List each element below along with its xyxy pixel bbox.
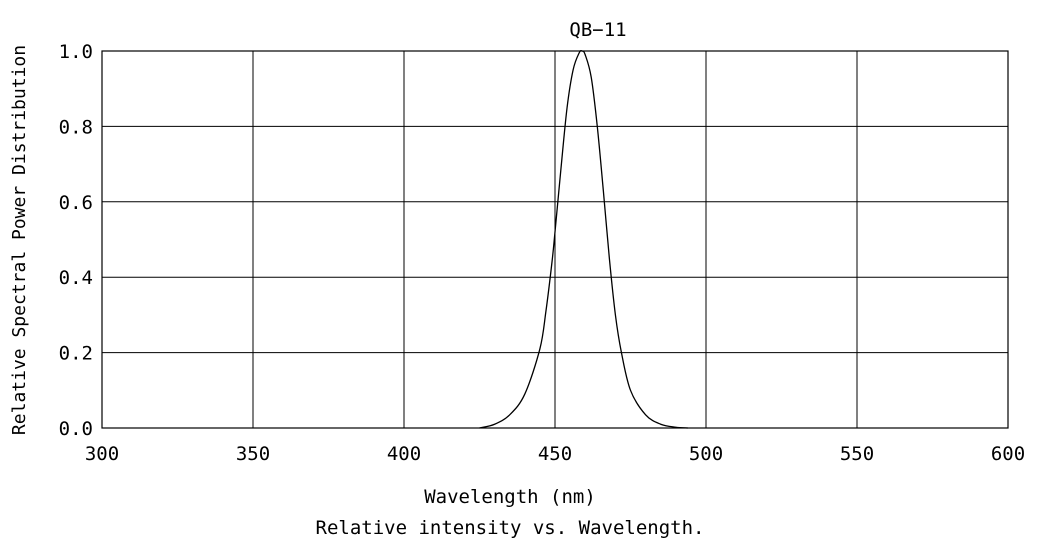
spectrum-curve: [479, 49, 688, 429]
grid: [101, 50, 1009, 429]
x-tick-label: 550: [840, 443, 874, 465]
y-tick-label: 1.0: [59, 41, 93, 63]
chart-title: QB−11: [569, 19, 626, 41]
tick-labels: 300 350 400 450 500 550 600 0.0 0.2 0.4 0.6 0.8 1.0: [59, 41, 1025, 465]
plot-frame: [101, 50, 1009, 429]
y-tick-label: 0.0: [59, 418, 93, 440]
x-tick-label: 300: [85, 443, 119, 465]
x-tick-label: 450: [538, 443, 572, 465]
y-tick-label: 0.8: [59, 116, 93, 138]
series-layer: [479, 49, 688, 429]
x-tick-label: 400: [387, 443, 421, 465]
y-tick-label: 0.2: [59, 343, 93, 365]
y-axis-label: Relative Spectral Power Distribution: [9, 45, 30, 435]
x-axis-label: Wavelength (nm): [424, 486, 596, 508]
x-tick-label: 500: [689, 443, 723, 465]
x-tick-label: 600: [991, 443, 1025, 465]
chart-caption: Relative intensity vs. Wavelength.: [316, 517, 705, 539]
y-tick-label: 0.6: [59, 192, 93, 214]
y-tick-label: 0.4: [59, 267, 93, 289]
x-tick-label: 350: [236, 443, 270, 465]
